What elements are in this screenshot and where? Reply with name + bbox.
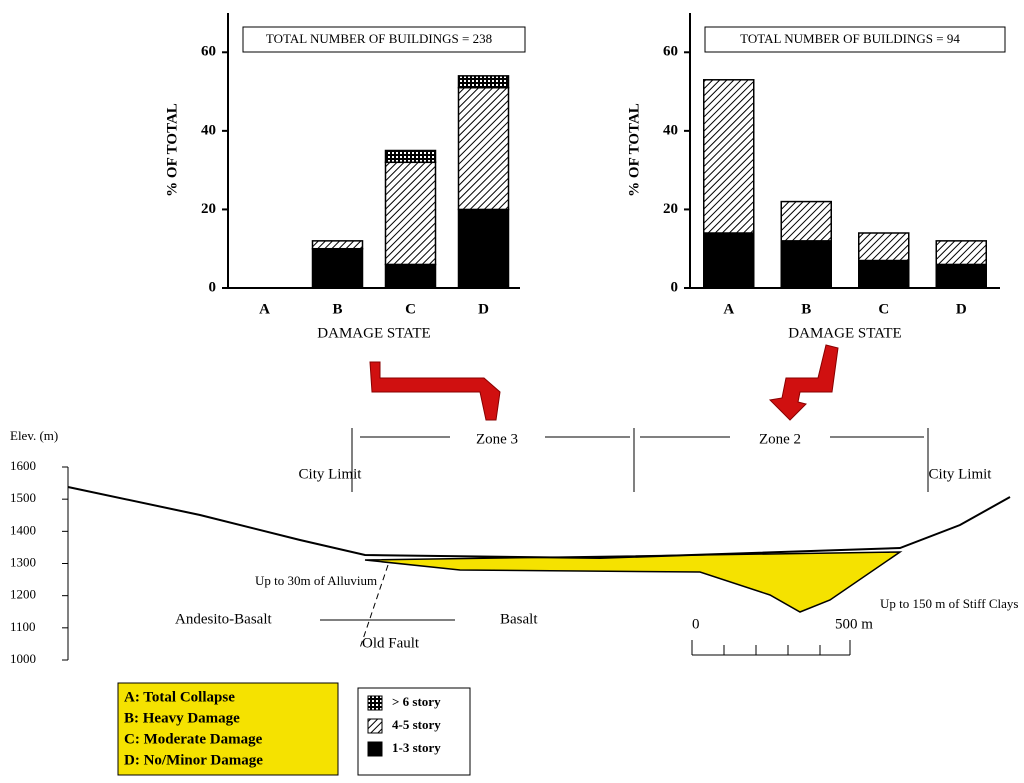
x-axis-label: DAMAGE STATE — [317, 325, 430, 341]
fault-line — [359, 564, 389, 649]
y-tick-label: 60 — [663, 44, 678, 60]
bar-segment — [384, 263, 437, 289]
x-tick-label: C — [405, 301, 416, 317]
label: Basalt — [500, 611, 538, 627]
bar-segment — [935, 240, 987, 266]
label: Zone 3 — [476, 431, 518, 447]
bar-segment — [457, 86, 510, 211]
label: Up to 30m of Alluvium — [255, 573, 377, 588]
legend-label: A: Total Collapse — [124, 689, 235, 705]
bar-segment — [311, 240, 364, 250]
bar-segment — [858, 232, 910, 262]
legend-label: D: No/Minor Damage — [124, 752, 263, 768]
label: 500 m — [835, 616, 873, 632]
x-tick-label: C — [878, 301, 889, 317]
bar-segment — [384, 161, 437, 266]
bar-segment — [311, 247, 364, 289]
annotation-box — [704, 26, 1006, 53]
y-tick-label: 40 — [663, 122, 678, 138]
y-tick-label: 1300 — [10, 554, 36, 569]
label: Old Fault — [362, 635, 420, 651]
legend-label: > 6 story — [392, 694, 441, 709]
annotation-box — [242, 26, 526, 53]
legend-box — [117, 682, 339, 776]
annotation: TOTAL NUMBER OF BUILDINGS = 94 — [740, 31, 960, 46]
label: Zone 2 — [759, 431, 801, 447]
y-axis-label: % OF TOTAL — [626, 103, 642, 197]
axis-label: Elev. (m) — [10, 428, 58, 443]
bar-segment — [780, 240, 832, 289]
label: Andesito-Basalt — [175, 611, 272, 627]
bar-segment — [703, 79, 755, 234]
bar-segment — [457, 75, 510, 89]
legend-label: 1-3 story — [392, 740, 441, 755]
y-tick-label: 1600 — [10, 458, 36, 473]
y-tick-label: 1400 — [10, 522, 36, 537]
annotation: TOTAL NUMBER OF BUILDINGS = 238 — [266, 31, 492, 46]
y-tick-label: 1500 — [10, 490, 36, 505]
label: City Limit — [299, 466, 363, 482]
y-tick-label: 60 — [201, 44, 216, 60]
legend-label: B: Heavy Damage — [124, 710, 240, 726]
legend-swatch — [367, 741, 383, 757]
y-tick-label: 0 — [209, 279, 217, 295]
legend-swatch — [367, 695, 383, 711]
bar-segment — [858, 259, 910, 289]
arrow — [369, 361, 501, 421]
y-tick-label: 1000 — [10, 651, 36, 666]
y-tick-label: 40 — [201, 122, 216, 138]
bar-segment — [457, 208, 510, 289]
bar-segment — [780, 200, 832, 242]
x-axis-label: DAMAGE STATE — [788, 325, 901, 341]
bar-segment — [703, 232, 755, 289]
label: City Limit — [929, 466, 993, 482]
legend-label: C: Moderate Damage — [124, 731, 263, 747]
legend-swatch — [367, 718, 383, 734]
x-tick-label: B — [801, 301, 811, 317]
x-tick-label: A — [723, 301, 734, 317]
legend-label: 4-5 story — [392, 717, 441, 732]
label: 0 — [692, 616, 700, 632]
bar-segment — [384, 149, 437, 164]
y-tick-label: 1100 — [10, 619, 36, 634]
ground-surface — [67, 486, 1011, 560]
x-tick-label: B — [332, 301, 342, 317]
arrow — [768, 344, 839, 421]
y-tick-label: 20 — [201, 201, 216, 217]
y-tick-label: 0 — [671, 279, 679, 295]
x-tick-label: A — [259, 301, 270, 317]
label: Up to 150 m of Stiff Clays — [880, 596, 1018, 611]
scale-bar — [691, 640, 851, 656]
y-tick-label: 20 — [663, 201, 678, 217]
y-tick-label: 1200 — [10, 587, 36, 602]
x-tick-label: D — [956, 301, 967, 317]
x-tick-label: D — [478, 301, 489, 317]
bar-segment — [935, 263, 987, 289]
clay-deposit — [364, 551, 903, 613]
y-axis-label: % OF TOTAL — [164, 103, 180, 197]
